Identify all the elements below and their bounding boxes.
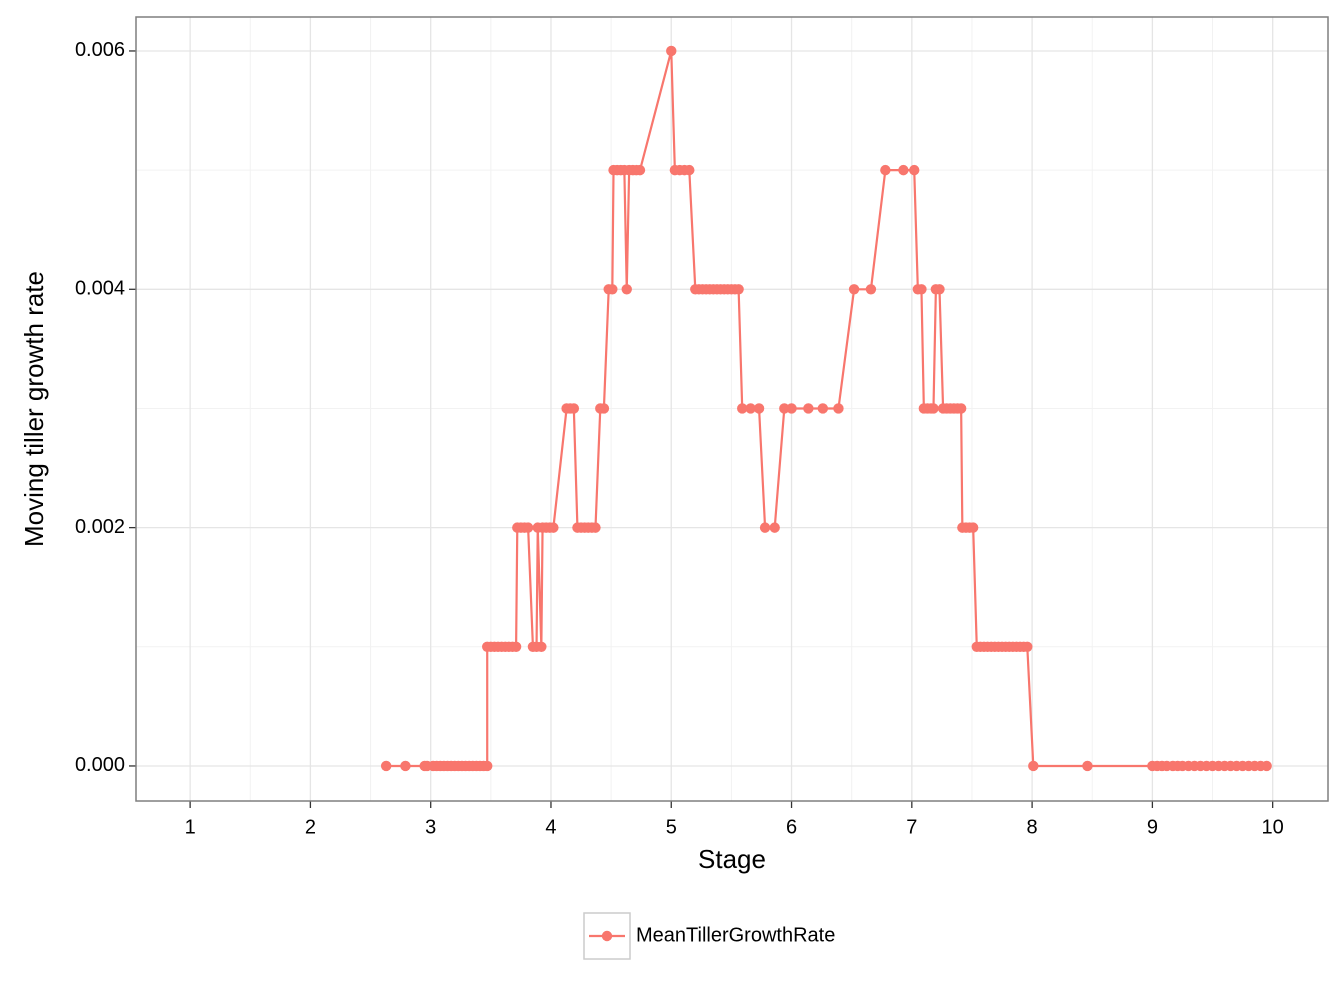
data-point (753, 403, 765, 414)
y-tick-label: 0.004 (75, 278, 125, 300)
y-axis-title: Moving tiller growth rate (19, 271, 49, 547)
data-point (880, 164, 891, 176)
data-point (803, 403, 814, 414)
x-tick-label: 2 (305, 816, 316, 838)
legend-label: MeanTillerGrowthRate (636, 924, 835, 946)
x-tick-label: 3 (425, 816, 436, 838)
data-point (967, 522, 979, 533)
data-point (634, 164, 646, 176)
x-tick-label: 1 (185, 816, 196, 838)
plot-background (136, 17, 1328, 801)
data-point (482, 760, 493, 772)
data-point (522, 522, 534, 533)
data-point (607, 284, 618, 295)
data-point (916, 284, 927, 295)
data-point (400, 760, 411, 772)
data-point (590, 522, 601, 533)
x-tick-label: 7 (906, 816, 917, 838)
data-point (1082, 760, 1093, 772)
data-point (568, 403, 580, 414)
data-point (817, 403, 829, 414)
data-point (1028, 760, 1039, 772)
data-point (769, 522, 780, 533)
data-point (865, 284, 877, 295)
data-point (955, 403, 967, 414)
data-point (733, 284, 744, 295)
data-point (934, 284, 945, 295)
data-point (598, 403, 610, 414)
x-tick-label: 6 (786, 816, 797, 838)
data-point (745, 403, 756, 414)
x-tick-label: 5 (666, 816, 677, 838)
data-point (510, 641, 522, 652)
plot-border (135, 16, 1329, 802)
data-point (909, 164, 920, 176)
x-tick-label: 8 (1027, 816, 1038, 838)
data-point (621, 284, 632, 295)
y-tick-label: 0.006 (75, 39, 125, 61)
legend-point (601, 930, 613, 942)
data-point (848, 284, 860, 295)
data-point (684, 164, 695, 176)
data-point (898, 164, 909, 176)
data-point (759, 522, 771, 533)
y-tick-label: 0.000 (75, 754, 125, 776)
data-point (666, 45, 677, 57)
y-tick-label: 0.002 (75, 516, 125, 538)
x-tick-label: 10 (1262, 816, 1284, 838)
data-point (536, 641, 547, 652)
x-axis-title: Stage (698, 844, 766, 874)
data-point (833, 403, 844, 414)
data-point (786, 403, 797, 414)
data-point (779, 403, 790, 414)
data-point (1022, 641, 1033, 652)
data-point (380, 760, 392, 772)
data-point (737, 403, 748, 414)
data-point (928, 403, 939, 414)
data-point (1261, 760, 1272, 772)
x-tick-label: 4 (545, 816, 556, 838)
data-point (548, 522, 559, 533)
x-tick-label: 9 (1147, 816, 1158, 838)
